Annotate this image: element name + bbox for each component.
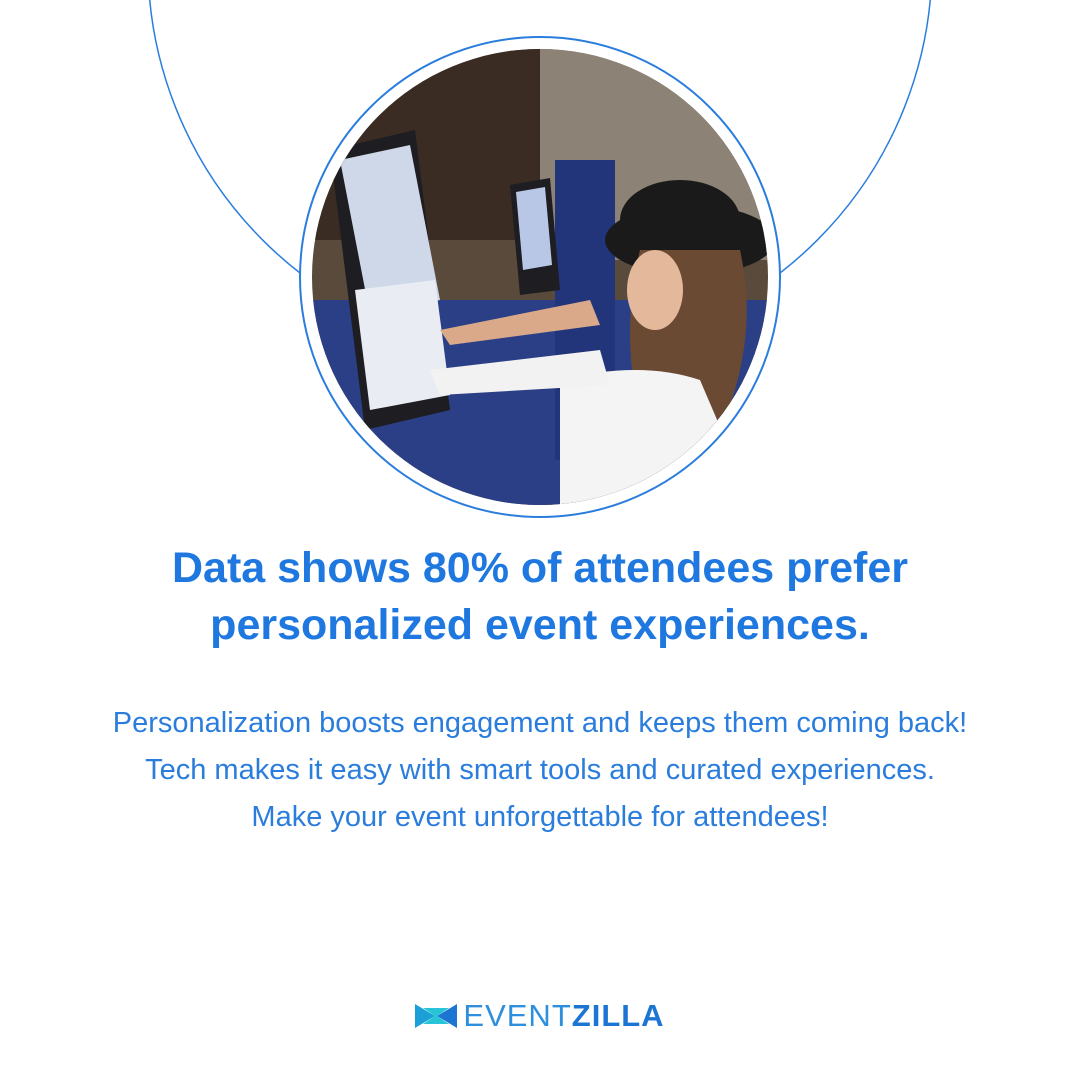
logo-icon: [415, 1004, 458, 1028]
body-paragraph: Make your event unforgettable for attend…: [251, 801, 829, 833]
logo: EVENTZILLA: [0, 998, 1080, 1034]
logo-text: EVENT: [463, 998, 572, 1033]
background-art: [149, 0, 931, 518]
body-paragraph: Personalization boosts engagement and ke…: [112, 707, 968, 739]
photo: [312, 49, 768, 505]
headline: Data shows 80% of attendees prefer person…: [40, 540, 1040, 654]
headline-line: Data shows 80% of attendees prefer: [171, 544, 909, 592]
headline-line: personalized event experiences.: [210, 601, 870, 649]
body-paragraph: Tech makes it easy with smart tools and …: [145, 754, 935, 786]
logo-text: ZILLA: [571, 998, 665, 1033]
body-text: Personalization boosts engagement and ke…: [110, 700, 970, 841]
